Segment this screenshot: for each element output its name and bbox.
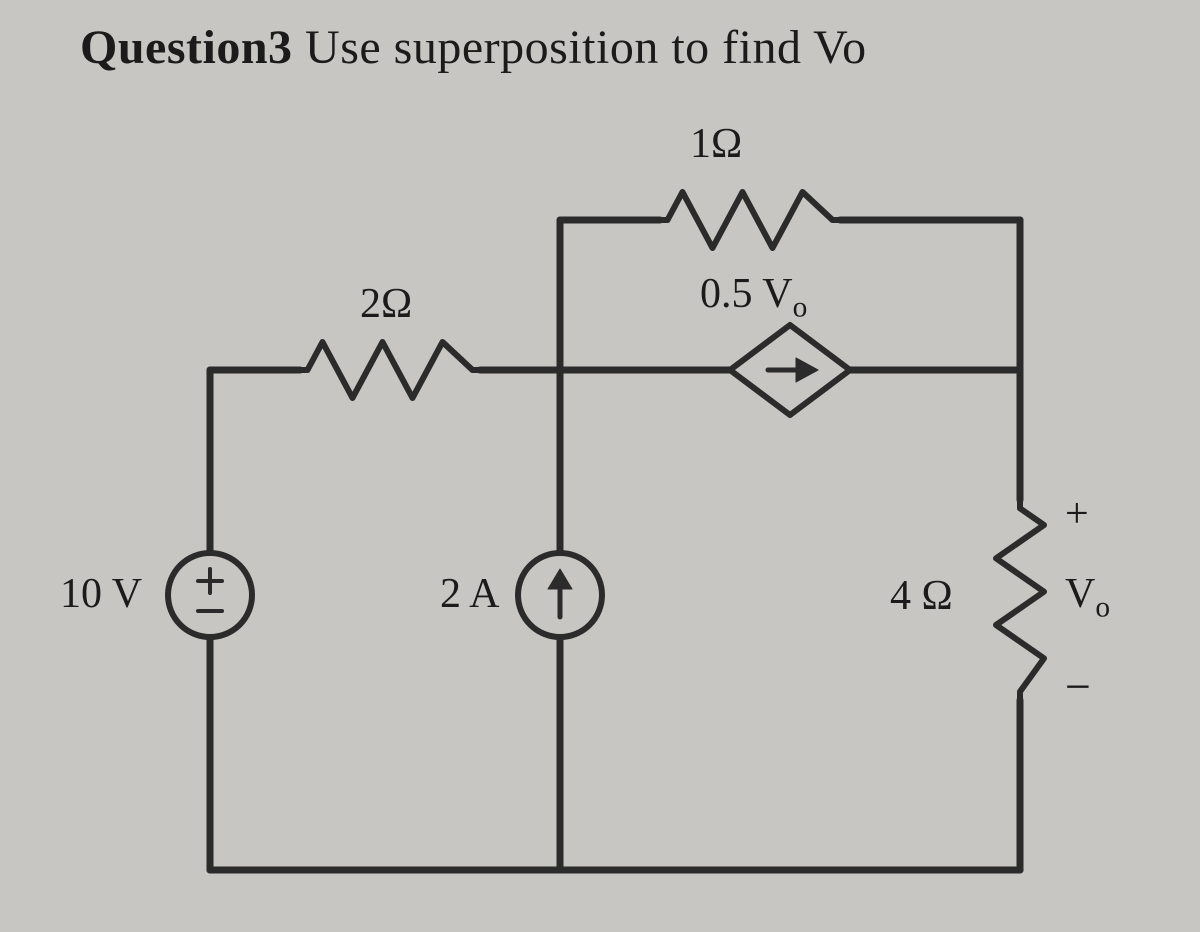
label-r4: 4 Ω <box>890 572 953 620</box>
label-dep: 0.5 Vo <box>700 270 807 324</box>
label-vs: 10 V <box>60 570 142 618</box>
label-minus: − <box>1065 660 1091 713</box>
label-vo: Vo <box>1065 570 1110 624</box>
label-plus: + <box>1065 490 1089 538</box>
label-r2: 2Ω <box>360 280 412 328</box>
label-r1: 1Ω <box>690 120 742 168</box>
label-is: 2 A <box>440 570 500 618</box>
circuit-diagram <box>0 0 1200 932</box>
